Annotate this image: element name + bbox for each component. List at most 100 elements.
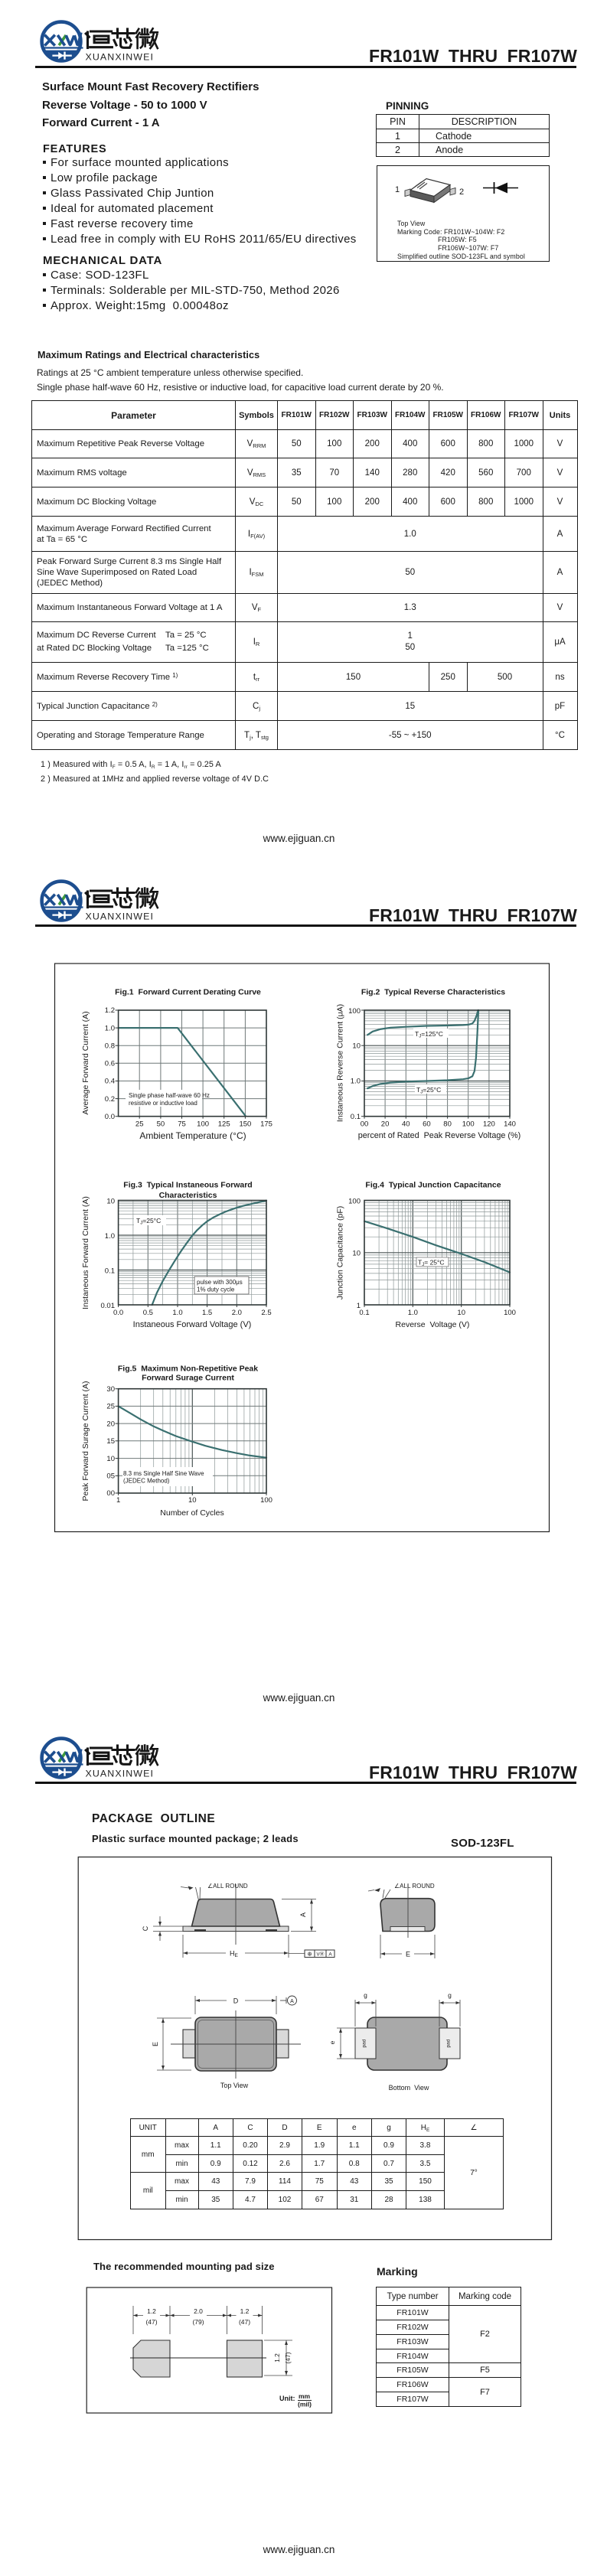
svg-text:20: 20 xyxy=(106,1420,115,1428)
svg-text:Unit:: Unit: xyxy=(279,2395,295,2402)
svg-text:A: A xyxy=(299,1912,307,1917)
svg-text:10: 10 xyxy=(106,1455,115,1463)
svg-text:Instaneous Forward Current (A): Instaneous Forward Current (A) xyxy=(81,1196,90,1309)
svg-text:100: 100 xyxy=(504,1309,516,1317)
svg-text:0.4: 0.4 xyxy=(105,1078,115,1086)
svg-text:Fig.2 Typical Reverse Charact: Fig.2 Typical Reverse Characteristics xyxy=(361,988,505,997)
svg-text:⊕: ⊕ xyxy=(307,1951,312,1958)
svg-text:10: 10 xyxy=(352,1042,361,1051)
svg-text:1.0: 1.0 xyxy=(351,1078,361,1086)
svg-text:00: 00 xyxy=(106,1489,115,1498)
svg-text:100: 100 xyxy=(462,1120,475,1129)
svg-text:pad: pad xyxy=(362,2039,367,2047)
svg-text:mm: mm xyxy=(299,2392,311,2400)
svg-text:Reverse Voltage (V): Reverse Voltage (V) xyxy=(396,1320,470,1329)
svg-text:E: E xyxy=(406,1951,410,1958)
svg-text:Ambient Temperature (°C): Ambient Temperature (°C) xyxy=(139,1130,246,1141)
svg-text:0.5: 0.5 xyxy=(143,1309,153,1317)
svg-text:TJ=25°C: TJ=25°C xyxy=(136,1217,161,1226)
svg-text:30: 30 xyxy=(106,1385,115,1394)
svg-text:Fig.5 Maximum Non-Repetitive: Fig.5 Maximum Non-Repetitive Peak xyxy=(118,1365,258,1374)
svg-text:1% duty cycle: 1% duty cycle xyxy=(197,1286,235,1293)
svg-text:50: 50 xyxy=(157,1120,165,1129)
svg-text:0.0: 0.0 xyxy=(113,1309,123,1317)
svg-text:Top View: Top View xyxy=(220,2082,249,2089)
svg-text:Forward Surage Current: Forward Surage Current xyxy=(142,1374,234,1383)
svg-text:A: A xyxy=(290,1999,294,2004)
svg-text:60: 60 xyxy=(423,1120,431,1129)
svg-text:g: g xyxy=(364,1991,367,1999)
svg-text:1.0: 1.0 xyxy=(172,1309,182,1317)
svg-text:8.3 ms Single Half Sine Wave: 8.3 ms Single Half Sine Wave xyxy=(123,1470,204,1477)
svg-text:10: 10 xyxy=(106,1198,115,1206)
svg-text:XUANXINWEI: XUANXINWEI xyxy=(86,52,154,63)
svg-text:pulse with 300μs: pulse with 300μs xyxy=(197,1279,243,1286)
svg-text:25: 25 xyxy=(106,1403,115,1411)
svg-text:80: 80 xyxy=(443,1120,452,1129)
svg-text:10: 10 xyxy=(457,1309,465,1317)
svg-text:1: 1 xyxy=(116,1496,120,1505)
svg-text:pad: pad xyxy=(446,2039,452,2047)
svg-text:TJ=125°C: TJ=125°C xyxy=(415,1030,443,1039)
svg-text:Characteristics: Characteristics xyxy=(159,1191,217,1200)
svg-text:Instaneous Reverse Current (μA: Instaneous Reverse Current (μA) xyxy=(336,1004,345,1122)
svg-text:00: 00 xyxy=(361,1120,369,1129)
svg-text:1.2: 1.2 xyxy=(105,1006,115,1015)
svg-text:120: 120 xyxy=(483,1120,495,1129)
svg-text:1.2: 1.2 xyxy=(240,2307,250,2315)
svg-text:(JEDEC Method): (JEDEC Method) xyxy=(123,1478,170,1485)
svg-text:Instaneous Forward Voltage (V): Instaneous Forward Voltage (V) xyxy=(133,1320,252,1329)
svg-text:D: D xyxy=(233,1997,239,2005)
svg-text:10: 10 xyxy=(188,1496,197,1505)
svg-text:75: 75 xyxy=(178,1120,186,1129)
svg-text:0.0: 0.0 xyxy=(105,1113,115,1121)
svg-text:VⓂ: VⓂ xyxy=(316,1951,324,1957)
svg-text:Junction Capacitance (pF): Junction Capacitance (pF) xyxy=(336,1206,345,1300)
svg-text:100: 100 xyxy=(260,1496,272,1505)
svg-text:0.1: 0.1 xyxy=(351,1113,361,1121)
svg-text:0.01: 0.01 xyxy=(101,1302,116,1310)
svg-text:1.0: 1.0 xyxy=(408,1309,418,1317)
svg-text:(47): (47) xyxy=(239,2318,250,2326)
svg-text:Fig.4 Typical Junction Capaci: Fig.4 Typical Junction Capacitance xyxy=(365,1181,501,1190)
svg-text:0.6: 0.6 xyxy=(105,1060,115,1068)
svg-text:150: 150 xyxy=(239,1120,251,1129)
svg-text:HE: HE xyxy=(230,1950,239,1959)
svg-text:Number of Cycles: Number of Cycles xyxy=(160,1508,224,1518)
svg-text:1.0: 1.0 xyxy=(105,1232,115,1241)
svg-text:∠ALL ROUND: ∠ALL ROUND xyxy=(394,1883,435,1890)
svg-text:XUANXINWEI: XUANXINWEI xyxy=(86,911,154,921)
svg-text:(47): (47) xyxy=(145,2318,157,2326)
svg-text:25: 25 xyxy=(135,1120,144,1129)
svg-text:g: g xyxy=(448,1991,452,1999)
svg-text:125: 125 xyxy=(218,1120,230,1129)
svg-text:percent of Rated Peak Reverse: percent of Rated Peak Reverse Voltage (%… xyxy=(358,1131,521,1140)
svg-text:Peak Forward Surage Current (A: Peak Forward Surage Current (A) xyxy=(81,1381,90,1502)
svg-text:10: 10 xyxy=(352,1250,361,1258)
svg-text:Fig.3 Typical Instaneous Forw: Fig.3 Typical Instaneous Forward xyxy=(123,1181,252,1190)
svg-text:100: 100 xyxy=(348,1198,361,1206)
svg-text:0.2: 0.2 xyxy=(105,1095,115,1104)
svg-text:resistive or inductive load: resistive or inductive load xyxy=(129,1100,197,1107)
svg-text:0.1: 0.1 xyxy=(359,1309,369,1317)
svg-text:100: 100 xyxy=(197,1120,209,1129)
svg-text:0.8: 0.8 xyxy=(105,1042,115,1050)
svg-text:A: A xyxy=(328,1952,332,1957)
svg-text:(47): (47) xyxy=(284,2352,292,2363)
svg-text:1.5: 1.5 xyxy=(202,1309,212,1317)
svg-text:Average Forward Current (A): Average Forward Current (A) xyxy=(81,1011,90,1114)
svg-text:175: 175 xyxy=(260,1120,272,1129)
svg-text:1.2: 1.2 xyxy=(273,2353,281,2362)
svg-text:XUANXINWEI: XUANXINWEI xyxy=(86,1768,154,1779)
svg-text:TJ=25°C: TJ=25°C xyxy=(416,1086,441,1095)
svg-text:2.0: 2.0 xyxy=(194,2307,203,2315)
svg-text:15: 15 xyxy=(106,1437,115,1446)
svg-text:1: 1 xyxy=(357,1302,361,1310)
svg-text:20: 20 xyxy=(381,1120,390,1129)
svg-text:(mil): (mil) xyxy=(298,2401,312,2408)
svg-text:C: C xyxy=(142,1925,149,1931)
svg-text:1.2: 1.2 xyxy=(147,2307,156,2315)
svg-text:Bottom View: Bottom View xyxy=(389,2084,429,2092)
svg-text:Single phase half-wave 60 Hz: Single phase half-wave 60 Hz xyxy=(129,1092,210,1099)
svg-text:2.0: 2.0 xyxy=(232,1309,242,1317)
